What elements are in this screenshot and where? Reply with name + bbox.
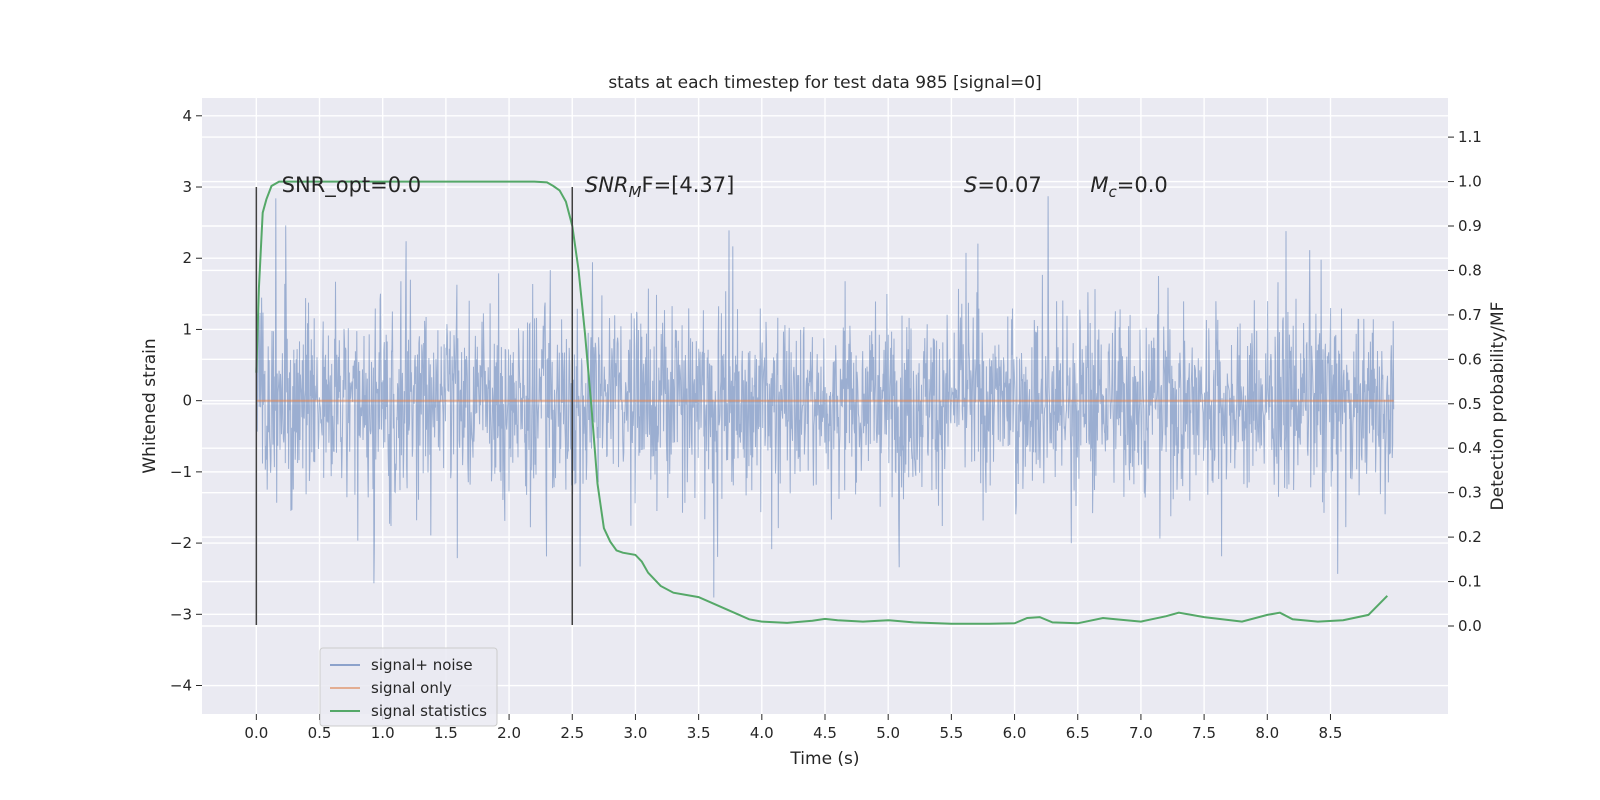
- y-tick-label: 3: [182, 178, 192, 196]
- y-axis-label: Whitened strain: [140, 338, 160, 473]
- legend-label: signal statistics: [371, 702, 487, 720]
- legend: signal+ noise signal only signal statistic…: [319, 647, 498, 727]
- x-tick-label: 8.5: [1319, 724, 1343, 742]
- y-tick-label: 1: [182, 320, 192, 338]
- y2-tick-label: 0.2: [1458, 528, 1482, 546]
- y2-tick-label: 0.3: [1458, 484, 1482, 502]
- legend-label: signal+ noise: [371, 656, 473, 674]
- y2-axis: 1.1 1.0 0.9 0.8 0.7 0.6 0.5 0.4 0.3 0.2 0.1 0.0: [1448, 128, 1482, 635]
- x-tick-label: 2.5: [560, 724, 584, 742]
- y2-tick-label: 0.4: [1458, 439, 1482, 457]
- x-tick-label: 2.0: [497, 724, 521, 742]
- annotation-text: SNRMF=[4.37]: [585, 173, 734, 201]
- signal-noise-line: [255, 196, 1395, 598]
- x-tick-label: 7.0: [1129, 724, 1153, 742]
- x-tick-label: 7.5: [1192, 724, 1216, 742]
- x-tick-label: 3.0: [624, 724, 648, 742]
- x-axis: 0.0 0.5 1.0 1.5 2.0 2.5 3.0 3.5 4.0 4.5 5.0 5.5 6.0 6…: [244, 714, 1342, 742]
- annotation-text: S=0.07: [964, 173, 1042, 197]
- x-tick-label: 6.5: [1066, 724, 1090, 742]
- y2-tick-label: 0.8: [1458, 261, 1482, 279]
- y-tick-label: −3: [170, 605, 192, 623]
- x-tick-label: 0.5: [308, 724, 332, 742]
- line-series: [255, 180, 1394, 625]
- annotation-text: SNR_opt=0.0: [282, 173, 422, 198]
- x-tick-label: 1.0: [371, 724, 395, 742]
- x-tick-label: 6.0: [1003, 724, 1027, 742]
- y2-tick-label: 0.6: [1458, 350, 1482, 368]
- x-tick-label: 4.0: [750, 724, 774, 742]
- y2-tick-label: 1.0: [1458, 173, 1482, 191]
- signal-statistics-line: [255, 180, 1389, 625]
- x-tick-label: 1.5: [434, 724, 458, 742]
- annotation-text: Mc=0.0: [1090, 173, 1167, 201]
- y-tick-label: −1: [170, 463, 192, 481]
- y2-tick-label: 1.1: [1458, 128, 1482, 146]
- x-axis-label: Time (s): [789, 749, 859, 769]
- vertical-lines: [255, 187, 574, 625]
- y-tick-label: −4: [170, 677, 192, 695]
- annotations: SNR_opt=0.0 SNRMF=[4.37] S=0.07 Mc=0.0: [282, 173, 1168, 201]
- y-tick-label: −2: [170, 534, 192, 552]
- x-tick-label: 0.0: [244, 724, 268, 742]
- signal-noise-series: [255, 196, 1395, 598]
- x-tick-label: 8.0: [1255, 724, 1279, 742]
- y-tick-label: 2: [182, 249, 192, 267]
- y-axis: 4 3 2 1 0 −1 −2 −3 −4: [170, 107, 202, 695]
- y2-tick-label: 0.9: [1458, 217, 1482, 235]
- x-tick-label: 5.5: [939, 724, 963, 742]
- y2-tick-label: 0.5: [1458, 395, 1482, 413]
- x-tick-label: 5.0: [876, 724, 900, 742]
- y-tick-label: 0: [182, 392, 192, 410]
- y-tick-label: 4: [182, 107, 192, 125]
- y2-tick-label: 0.0: [1458, 617, 1482, 635]
- legend-label: signal only: [371, 679, 452, 697]
- chart-title: stats at each timestep for test data 985…: [608, 73, 1041, 93]
- x-tick-label: 4.5: [813, 724, 837, 742]
- y2-tick-label: 0.1: [1458, 573, 1482, 591]
- y2-axis-label: Detection probability/MF: [1488, 302, 1508, 511]
- legend-box: [319, 647, 498, 727]
- x-tick-label: 3.5: [687, 724, 711, 742]
- y2-tick-label: 0.7: [1458, 306, 1482, 324]
